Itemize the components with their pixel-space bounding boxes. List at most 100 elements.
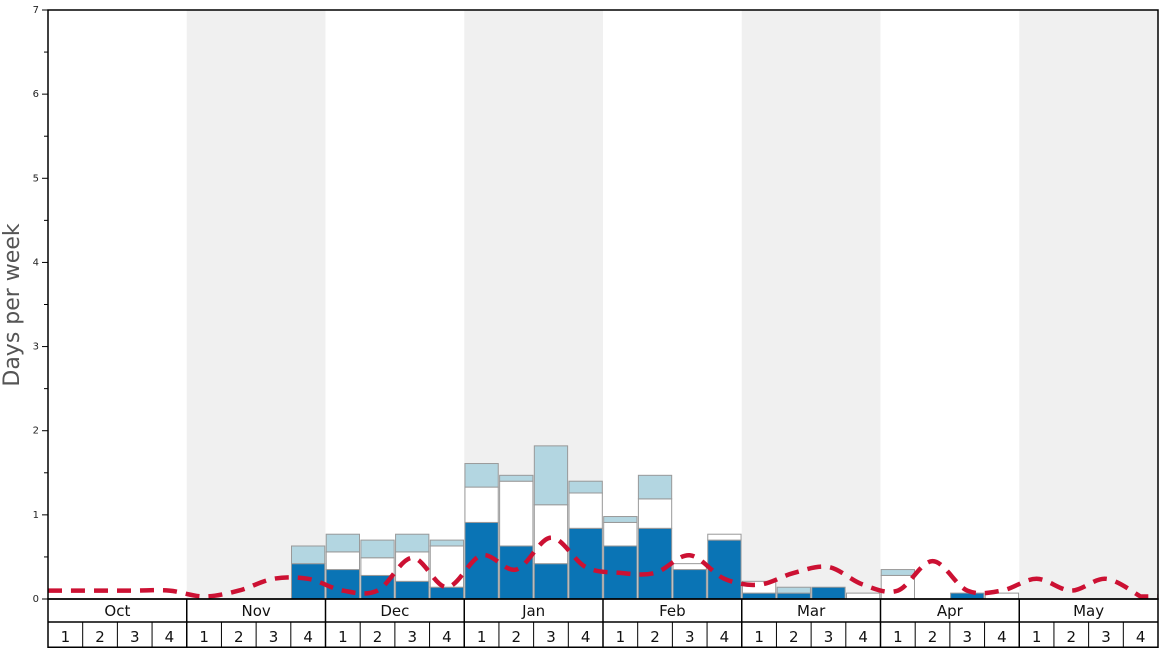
bar-segment-0-week-8 (291, 563, 326, 600)
y-tick-label-6: 6 (33, 89, 39, 100)
plot-frame (47, 9, 1159, 600)
week-label: 1 (477, 628, 487, 646)
week-label: 2 (650, 628, 660, 646)
week-label: 3 (1101, 628, 1111, 646)
month-label-mar: Mar (797, 602, 826, 620)
bar-segment-1-week-24 (846, 592, 881, 600)
bar-segment-0-week-11 (395, 580, 430, 600)
month-bands (48, 10, 1158, 599)
bar-segment-2-week-12 (429, 539, 465, 547)
bar-segment-2-week-10 (360, 539, 395, 559)
week-label: 4 (165, 628, 175, 646)
x-axis: Oct Nov Dec Jan Feb Mar Apr May 1 2 3 4 1 2 3 4 1 2 3 4 1 2 3 4… (47, 598, 1159, 648)
y-tick-label-0: 0 (33, 594, 39, 605)
week-label: 1 (616, 628, 626, 646)
week-label: 1 (893, 628, 903, 646)
week-label: 4 (581, 628, 591, 646)
bar-segment-2-week-22 (776, 586, 811, 594)
month-label-dec: Dec (380, 602, 409, 620)
month-band-oct (48, 10, 187, 599)
month-band-mar (741, 10, 881, 599)
week-label: 4 (858, 628, 868, 646)
week-label: 1 (754, 628, 764, 646)
y-tick-label-5: 5 (33, 173, 39, 184)
week-label: 2 (95, 628, 105, 646)
week-label: 1 (1032, 628, 1042, 646)
bar-segment-1-week-21 (741, 580, 777, 594)
week-label: 3 (130, 628, 140, 646)
bar-segment-1-week-10 (360, 557, 395, 576)
bar-segment-2-week-18 (637, 474, 673, 500)
bar-segment-1-week-20 (707, 533, 742, 541)
month-label-feb: Feb (659, 602, 686, 620)
bar-segment-2-week-14 (499, 474, 534, 482)
bar-segment-0-week-19 (672, 569, 707, 600)
week-label: 2 (789, 628, 799, 646)
y-axis-label: Days per week (0, 223, 25, 386)
week-label: 1 (61, 628, 71, 646)
month-label-jan: Jan (521, 602, 545, 620)
bar-segment-1-week-19 (672, 563, 707, 571)
bar-segment-1-week-14 (499, 480, 534, 547)
bar-segment-1-week-25 (880, 574, 915, 600)
week-label: 4 (997, 628, 1007, 646)
y-tick-label-7: 7 (33, 5, 39, 16)
bar-segment-2-week-11 (395, 533, 430, 553)
bar-segment-0-week-18 (637, 527, 673, 600)
month-label-apr: Apr (937, 602, 964, 620)
week-label: 3 (824, 628, 834, 646)
bar-segment-1-week-9 (325, 551, 360, 571)
month-band-feb (603, 10, 742, 599)
week-label: 3 (546, 628, 556, 646)
bars (291, 445, 1020, 600)
week-label: 3 (962, 628, 972, 646)
bar-segment-0-week-22 (776, 592, 811, 600)
month-label-may: May (1073, 602, 1104, 620)
y-axis: 0 1 2 3 4 5 6 7 (33, 5, 48, 605)
week-label: 2 (234, 628, 244, 646)
week-label: 4 (1136, 628, 1146, 646)
week-label: 2 (928, 628, 938, 646)
week-label: 4 (720, 628, 730, 646)
bar-segment-2-week-17 (603, 516, 638, 523)
week-label: 4 (442, 628, 452, 646)
trend-line-group (48, 535, 1158, 599)
week-label: 3 (269, 628, 279, 646)
bar-segment-2-week-16 (568, 480, 603, 494)
bar-segment-0-week-12 (429, 586, 465, 600)
week-label: 2 (1067, 628, 1077, 646)
month-band-nov (186, 10, 326, 599)
bar-segment-0-week-15 (533, 563, 569, 600)
bar-segment-0-week-21 (741, 592, 777, 600)
bar-segment-1-week-17 (603, 521, 638, 547)
bar-segment-0-week-23 (811, 586, 846, 600)
month-label-oct: Oct (104, 602, 130, 620)
week-label: 2 (512, 628, 522, 646)
week-label: 2 (373, 628, 383, 646)
month-band-may (1019, 10, 1158, 599)
week-label: 3 (685, 628, 695, 646)
bar-segment-2-week-13 (464, 463, 499, 488)
week-label: 1 (199, 628, 209, 646)
y-tick-label-2: 2 (33, 426, 39, 437)
bar-segment-0-week-16 (568, 527, 603, 600)
bar-segment-2-week-8 (291, 545, 326, 565)
month-label-nov: Nov (241, 602, 270, 620)
bar-segment-1-week-13 (464, 486, 499, 523)
y-tick-label-4: 4 (33, 257, 39, 268)
y-tick-label-3: 3 (33, 342, 39, 353)
y-tick-label-1: 1 (33, 510, 39, 521)
bar-segment-2-week-25 (880, 569, 915, 576)
bar-segment-1-week-18 (637, 498, 673, 529)
week-label: 4 (303, 628, 313, 646)
bar-segment-1-week-15 (533, 504, 569, 565)
month-band-dec (325, 10, 465, 599)
bar-segment-0-week-27 (950, 592, 985, 600)
month-band-apr (880, 10, 1020, 599)
bar-segment-0-week-14 (499, 545, 534, 600)
trend-line (48, 535, 1158, 599)
week-label: 3 (407, 628, 417, 646)
bar-segment-1-week-16 (568, 492, 603, 529)
week-label: 1 (338, 628, 348, 646)
